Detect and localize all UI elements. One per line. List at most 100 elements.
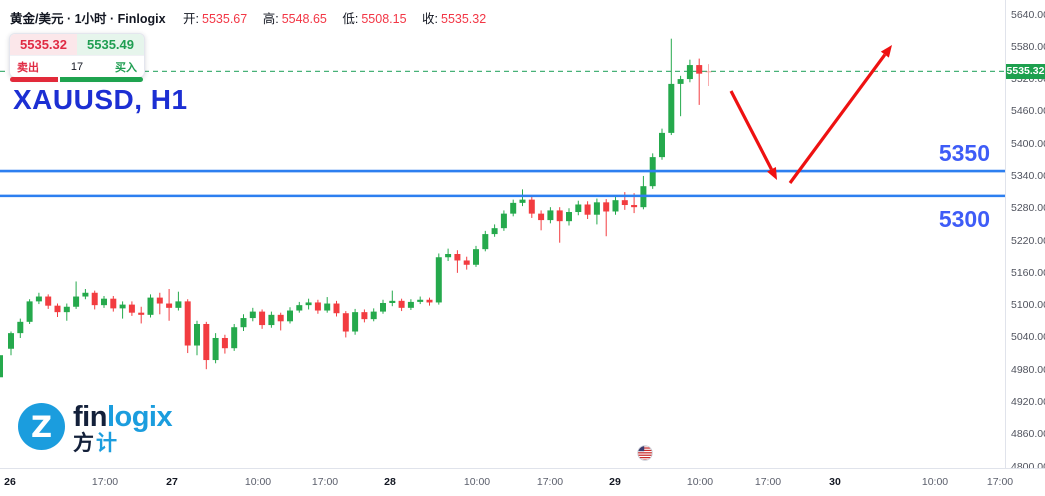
candle-down [705,64,712,86]
candle-up [8,331,14,356]
candle-down [398,298,405,312]
sentiment-bar-gap [57,77,60,82]
price-axis-label: 5220.00 [1011,234,1045,247]
candle-up [370,308,377,322]
sell-price-button[interactable]: 5535.32 [10,34,77,55]
candle-up [101,295,107,308]
buy-sell-widget: 5535.32 5535.49 卖出 17 买入 [9,33,145,78]
time-axis-label: 10:00 [244,476,272,488]
candle-up [510,199,517,217]
candle-down [333,300,340,317]
buy-label[interactable]: 买入 [115,61,137,74]
price-axis-label: 4920.00 [1011,396,1045,409]
candle-up [677,75,684,117]
candle-up [380,299,386,314]
candle-up [417,296,424,305]
candle-up [566,208,572,226]
time-axis-label: 10:00 [921,476,949,488]
candle-up [119,301,126,319]
candle-up [575,200,582,216]
candle-up [659,128,665,160]
time-axis-label: 17:00 [536,476,564,488]
sell-label[interactable]: 卖出 [17,61,39,74]
candle-up [407,299,414,310]
candle-down [696,58,703,105]
time-axis-label: 30 [829,476,841,488]
buy-sentiment-segment [59,77,143,82]
candle-down [221,334,228,354]
candle-up [194,320,200,356]
candle-down [342,311,349,338]
candle-up [686,59,693,83]
candle-down [110,295,117,312]
price-axis-label: 5160.00 [1011,266,1045,279]
candle-down [45,294,52,309]
candle-down [203,321,210,370]
candle-down [166,288,173,321]
candle-up [63,303,70,321]
candle-up [305,298,312,310]
last-price-tag: 5535.32 [1006,63,1045,79]
candle-down [538,210,545,231]
price-axis-label: 5100.00 [1011,299,1045,312]
price-axis-label: 5640.00 [1011,8,1045,21]
candle-up [212,333,219,364]
price-axis-label: 4980.00 [1011,363,1045,376]
finlogix-logo: Z finlogix 方计 [18,401,173,454]
trend-arrow-up[interactable] [788,45,892,184]
ohlc-high: 高: 5548.65 [262,12,327,26]
time-axis-label: 26 [4,476,16,488]
trend-arrow-down[interactable] [729,90,777,180]
time-axis-label: 10:00 [463,476,491,488]
candlestick-chart[interactable] [0,0,1005,468]
candle-down [426,297,433,306]
candle-up [147,294,154,318]
finlogix-wordmark: finlogix [73,401,173,433]
candle-up [175,291,182,311]
level-label-5300[interactable]: 5300 [938,205,990,232]
finlogix-logo-icon: Z [18,403,65,450]
candle-up [249,307,256,322]
partial-candle [0,355,3,378]
candle-up [668,38,675,136]
time-axis-label: 17:00 [91,476,119,488]
symbol-info-bar: 黄金/美元 · 1小时 · Finlogix 开: 5535.67 高: 5548.… [10,8,498,27]
symbol-title[interactable]: 黄金/美元 · 1小时 · Finlogix [10,12,166,26]
candle-down [277,312,284,331]
us-flag-event-icon[interactable] [637,445,653,466]
candle-up [435,253,442,305]
candle-down [91,290,98,310]
candle-down [361,309,368,323]
candle-up [240,314,247,331]
candle-down [184,299,191,354]
candle-down [528,196,535,218]
candle-up [500,210,507,231]
candle-down [463,256,470,270]
level-label-5350[interactable]: 5350 [938,140,990,167]
candle-up [389,290,396,307]
candle-down [603,199,610,237]
candle-up [519,189,526,207]
candle-up [324,297,331,313]
candle-down [584,201,591,220]
candle-up [640,175,647,210]
buy-price-button[interactable]: 5535.49 [77,34,144,55]
candle-up [491,224,498,237]
time-axis[interactable]: 26 17:00 27 10:00 17:00 28 10:00 17:00 29 10:00 17… [0,468,1045,496]
candle-down [556,207,563,243]
time-axis-label: 17:00 [986,476,1014,488]
last-price-value: 5535.32 [1006,65,1045,78]
price-axis-label: 4800.00 [1011,460,1045,473]
time-axis-label: 10:00 [686,476,714,488]
candle-up [296,301,303,313]
candle-down [156,292,163,315]
candle-down [454,250,461,273]
time-axis-label: 29 [609,476,621,488]
time-axis-label: 28 [384,476,396,488]
candle-up [482,230,489,252]
candle-up [352,308,359,335]
spread-value: 17 [70,60,84,73]
candle-up [35,292,42,305]
time-axis-label: 27 [166,476,178,488]
